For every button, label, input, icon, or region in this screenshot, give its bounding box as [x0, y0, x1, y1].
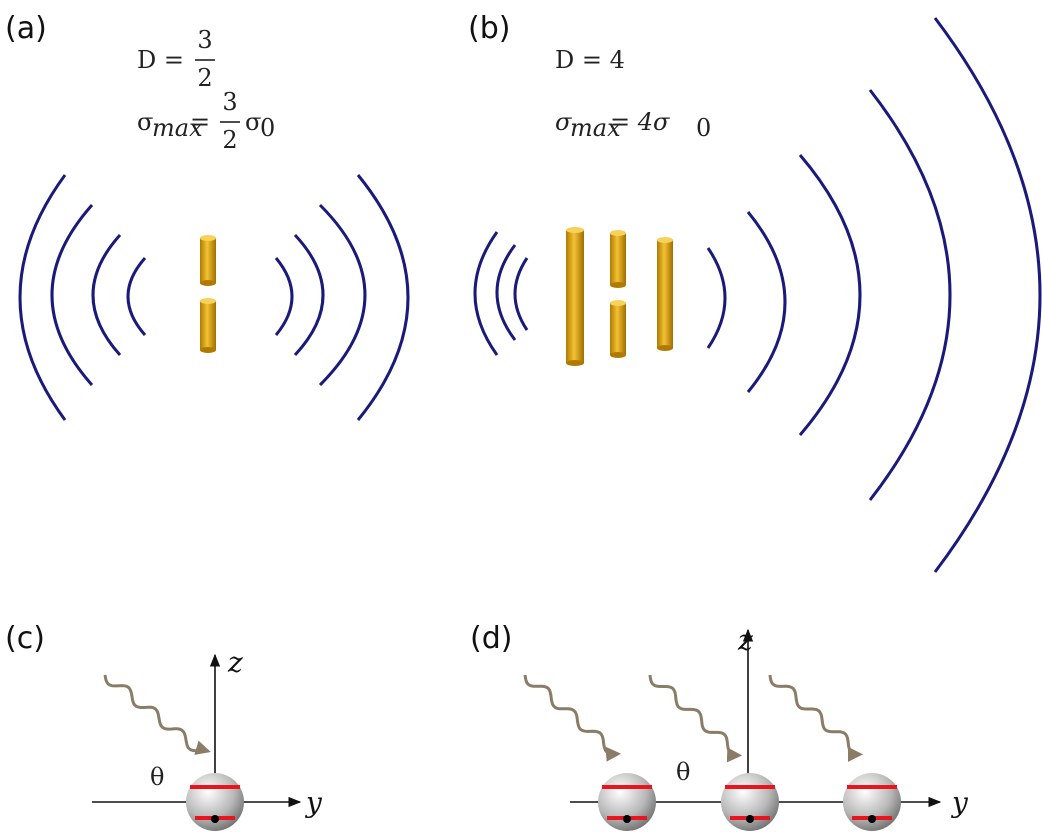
- cylinder-top: [657, 237, 673, 243]
- eq-lhs: D =: [137, 46, 184, 74]
- wave-arc: [93, 235, 120, 355]
- axis-label: z: [737, 624, 753, 657]
- panel-label: (b): [468, 11, 510, 46]
- cylinder: [200, 301, 216, 350]
- cylinder: [610, 303, 626, 355]
- eq-sign: =: [190, 108, 210, 136]
- cylinder: [657, 240, 673, 348]
- cylinder-bottom: [657, 345, 673, 351]
- cylinder-top: [610, 300, 626, 306]
- axis-label: y: [950, 786, 969, 819]
- incident-wave: [525, 675, 618, 754]
- eq-den: 2: [222, 126, 237, 154]
- wave-arc: [515, 258, 527, 330]
- sigma: σ: [245, 108, 261, 136]
- panel-label: (d): [470, 621, 512, 656]
- wave-arc: [320, 205, 365, 385]
- wave-arc: [708, 248, 725, 348]
- figure: (a) (b) (c) (d) D = 3 2 σ max = 3 2 σ 0 …: [0, 0, 1042, 833]
- incident-wave: [650, 675, 739, 755]
- cylinder-bottom: [200, 347, 216, 353]
- panel-label: (a): [5, 11, 47, 46]
- wave-arc: [870, 90, 950, 500]
- incident-wave: [105, 675, 208, 751]
- axis-label: z: [227, 646, 243, 679]
- axis-label: y: [304, 786, 323, 819]
- cylinder-top: [200, 235, 216, 241]
- wave-arc: [20, 175, 65, 420]
- wave-arc: [748, 212, 785, 392]
- wave-arc: [800, 155, 860, 435]
- dipole-dot: [623, 815, 631, 823]
- wave-arc: [276, 258, 292, 335]
- wave-arc: [295, 235, 323, 355]
- sigma-sub: 0: [696, 114, 711, 142]
- incident-wave: [770, 675, 860, 754]
- dipole-dot: [211, 815, 219, 823]
- sigma-sub: 0: [260, 114, 275, 142]
- wave-arc: [475, 232, 497, 355]
- wave-arc: [128, 258, 145, 335]
- cylinder-bottom: [610, 352, 626, 358]
- eq-den: 2: [197, 64, 212, 92]
- cylinder: [610, 233, 626, 285]
- wave-arc: [497, 245, 515, 340]
- cylinder-bottom: [200, 280, 216, 286]
- wave-arc: [52, 205, 92, 385]
- eq-rhs: = 4σ: [610, 108, 670, 136]
- cylinder: [200, 238, 216, 283]
- panel-label: (c): [5, 621, 45, 656]
- eq-num: 3: [222, 88, 237, 116]
- cylinder-bottom: [566, 360, 584, 366]
- cylinder-top: [610, 230, 626, 236]
- eq-num: 3: [197, 26, 212, 54]
- dipole-dot: [746, 815, 754, 823]
- angle-label: θ: [150, 763, 164, 791]
- cylinder-top: [200, 298, 216, 304]
- angle-label: θ: [676, 758, 690, 786]
- dipole-dot: [868, 815, 876, 823]
- cylinder-top: [566, 227, 584, 233]
- cylinder: [566, 230, 584, 363]
- eq: D = 4: [555, 46, 625, 74]
- cylinder-bottom: [610, 282, 626, 288]
- sigma: σ: [137, 108, 153, 136]
